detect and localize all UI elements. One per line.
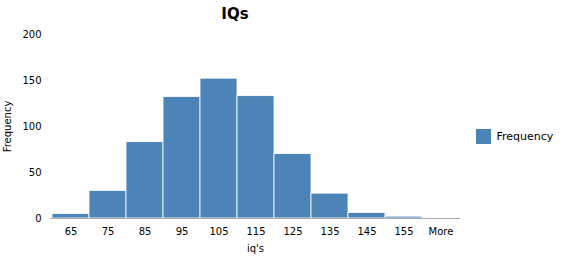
svg-text:More: More [429, 226, 454, 237]
svg-text:95: 95 [176, 226, 189, 237]
svg-text:125: 125 [283, 226, 302, 237]
svg-text:105: 105 [209, 226, 228, 237]
svg-text:iq's: iq's [247, 243, 264, 254]
svg-text:85: 85 [139, 226, 152, 237]
svg-text:Frequency: Frequency [2, 101, 13, 153]
html-text:Frequency: Frequency [496, 129, 554, 143]
svg-text:65: 65 [65, 226, 78, 237]
svg-text:0: 0 [35, 213, 41, 224]
svg-text:50: 50 [29, 167, 42, 178]
svg-text:75: 75 [102, 226, 115, 237]
svg-text:115: 115 [246, 226, 265, 237]
html-text:IQs: IQs [221, 5, 249, 23]
svg-text:200: 200 [22, 29, 41, 40]
svg-text:100: 100 [22, 121, 41, 132]
svg-text:135: 135 [320, 226, 339, 237]
svg-text:155: 155 [394, 226, 413, 237]
svg-text:145: 145 [357, 226, 376, 237]
svg-text:150: 150 [22, 75, 41, 86]
